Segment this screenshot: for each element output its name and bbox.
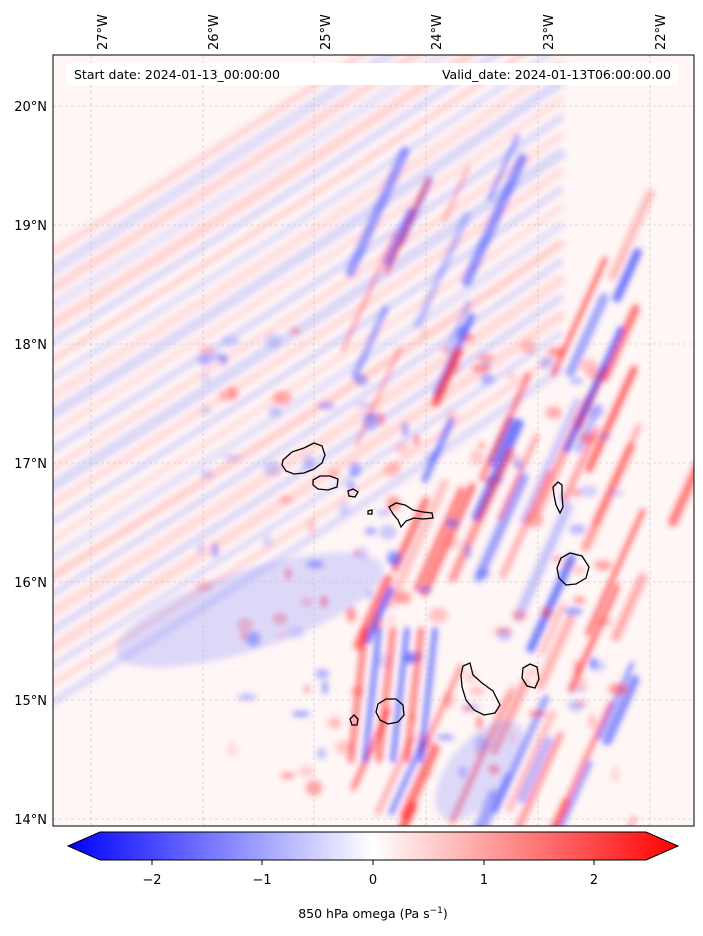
coastlines xyxy=(281,442,590,726)
latitude-labels: 20°N 19°N 18°N 17°N 16°N 15°N 14°N xyxy=(14,100,47,828)
valid-date-label: Valid_date: 2024-01-13T06:00:00.00 xyxy=(442,67,671,82)
lon-tick-label: 23°W xyxy=(542,14,557,50)
colorbar-tick-label: 0 xyxy=(369,873,377,888)
lat-tick-label: 18°N xyxy=(14,338,47,353)
plot-area xyxy=(52,54,695,827)
colorbar-ticks xyxy=(151,860,595,865)
island-brava xyxy=(349,714,359,726)
island-maio xyxy=(521,663,540,689)
island-branco xyxy=(367,509,373,515)
colorbar-bar xyxy=(66,831,680,861)
gridlines xyxy=(53,55,694,826)
colorbar-tick-label: −2 xyxy=(142,873,161,888)
lon-tick-label: 22°W xyxy=(654,14,669,50)
island-fogo xyxy=(375,698,405,725)
lat-tick-label: 19°N xyxy=(14,219,47,234)
lat-tick-label: 16°N xyxy=(14,576,47,591)
longitude-labels: 27°W 26°W 25°W 24°W 23°W 22°W xyxy=(96,14,669,50)
colorbar-tick-label: −1 xyxy=(252,873,271,888)
island-santa-luzia xyxy=(347,488,359,498)
colorbar-tick-label: 2 xyxy=(590,873,598,888)
start-date-label: Start date: 2024-01-13_00:00:00 xyxy=(74,67,280,82)
island-sao-nicolau xyxy=(388,502,434,529)
omega-field xyxy=(53,55,694,826)
colorbar-tick-label: 1 xyxy=(480,873,488,888)
lon-tick-label: 26°W xyxy=(207,14,222,50)
lon-tick-label: 24°W xyxy=(430,14,445,50)
island-santiago xyxy=(460,662,501,716)
lon-tick-label: 27°W xyxy=(96,14,111,50)
lat-tick-label: 20°N xyxy=(14,100,47,115)
colorbar: −2 −1 0 1 2 850 hPa omega (Pa s−1) xyxy=(66,831,680,921)
info-box: Start date: 2024-01-13_00:00:00 Valid_da… xyxy=(67,63,678,85)
island-santo-antao xyxy=(281,442,326,475)
lat-tick-label: 17°N xyxy=(14,457,47,472)
plot-frame xyxy=(52,54,695,827)
lat-tick-label: 15°N xyxy=(14,694,47,709)
island-sao-vicente xyxy=(312,475,339,491)
lon-tick-label: 25°W xyxy=(319,14,334,50)
lat-tick-label: 14°N xyxy=(14,813,47,828)
info-box-background xyxy=(67,63,678,85)
field-texture xyxy=(53,55,694,826)
island-sal xyxy=(552,481,564,515)
island-boa-vista xyxy=(556,552,590,586)
colorbar-label: 850 hPa omega (Pa s−1) xyxy=(298,906,448,921)
